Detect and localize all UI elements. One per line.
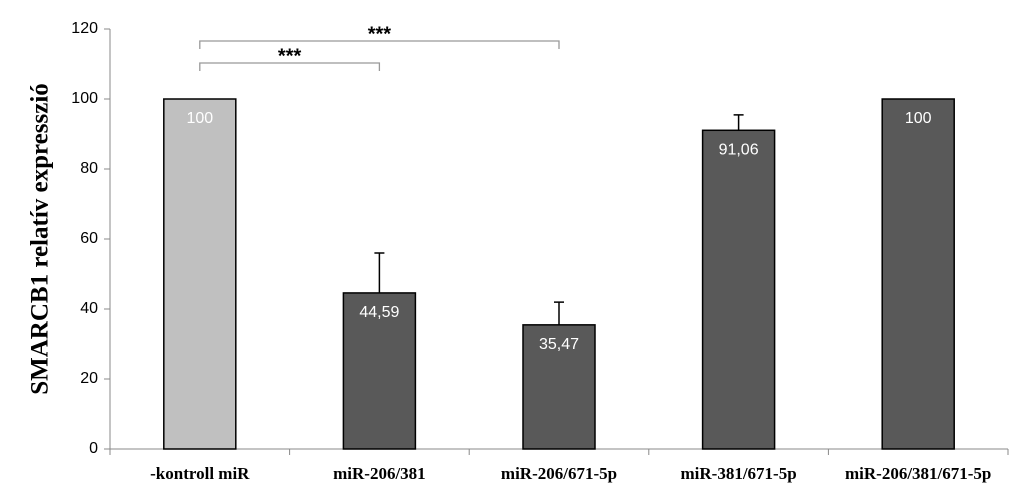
x-tick-label: miR-381/671-5p: [681, 464, 797, 483]
bar: [342, 292, 417, 450]
x-tick-label: miR-206/381: [333, 464, 426, 483]
y-tick-label: 0: [89, 440, 98, 457]
error-bar: [554, 301, 564, 325]
data-label: 91,06: [719, 142, 759, 159]
y-tick-label: 20: [80, 370, 98, 387]
significance-label: ***: [278, 45, 302, 67]
data-label: 35,47: [539, 336, 579, 353]
data-label: 100: [905, 110, 932, 127]
data-label: 44,59: [359, 304, 399, 321]
significance-bracket: [199, 62, 381, 71]
x-tick-label: -kontroll miR: [150, 464, 250, 483]
y-tick-label: 100: [71, 90, 98, 107]
x-tick-label: miR-206/381/671-5p: [845, 464, 991, 483]
significance-label: ***: [368, 23, 392, 45]
y-axis-label: SMARCB1 relatív expresszió: [27, 83, 54, 395]
y-tick-label: 120: [71, 20, 98, 37]
bar: [881, 98, 955, 450]
y-tick-label: 40: [80, 300, 98, 317]
bar: [522, 324, 596, 450]
error-bar: [733, 114, 744, 131]
error-bar: [374, 252, 385, 293]
y-tick-label: 60: [80, 230, 98, 247]
y-tick-label: 80: [80, 160, 98, 177]
bar: [163, 98, 237, 450]
bar: [701, 129, 776, 450]
data-label: 100: [186, 110, 213, 127]
significance-bracket: [199, 40, 560, 49]
x-tick-label: miR-206/671-5p: [501, 464, 617, 483]
